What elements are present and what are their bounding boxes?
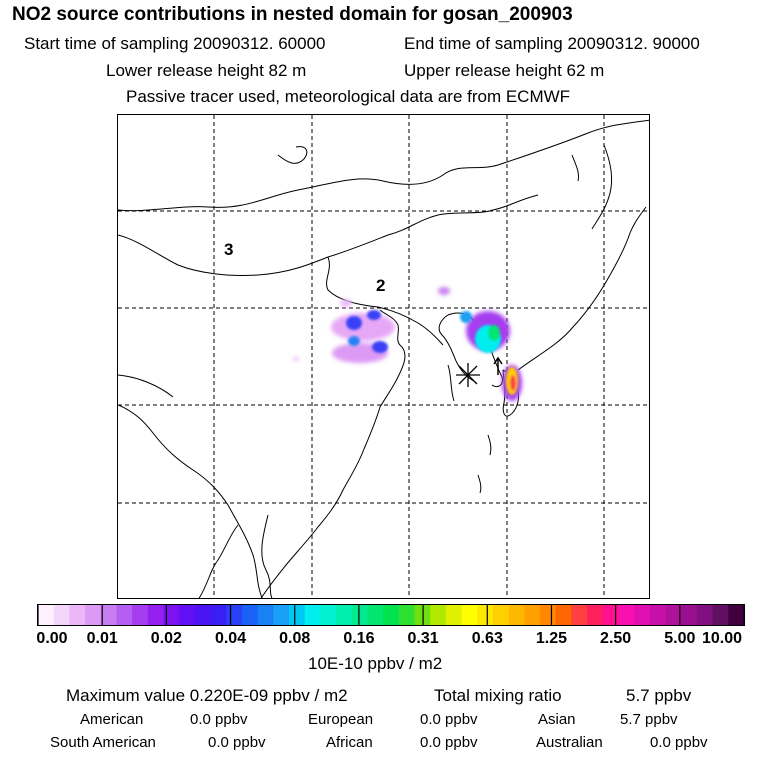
colorbar-swatch [367, 605, 384, 625]
australian-label: Australian [536, 734, 603, 751]
colorbar-swatch [85, 605, 102, 625]
colorbar-swatch [461, 605, 478, 625]
colorbar-swatch [351, 605, 368, 625]
colorbar-swatch [116, 605, 133, 625]
colorbar-tick-label: 0.04 [214, 630, 247, 647]
end-time: End time of sampling 20090312. 90000 [404, 34, 700, 53]
colorbar-swatch [398, 605, 416, 625]
colorbar-swatch [634, 605, 651, 625]
colorbar-swatch [696, 605, 714, 625]
wind-arrow-icon [493, 356, 503, 375]
european-label: European [308, 711, 374, 728]
colorbar-swatch [241, 605, 259, 625]
colorbar-swatch [508, 605, 525, 625]
colorbar-swatch [132, 605, 149, 625]
colorbar-swatch [681, 605, 698, 625]
colorbar-swatch [383, 605, 400, 625]
colorbar-swatch [665, 605, 682, 625]
colorbar-tick-label: 0.08 [279, 630, 311, 647]
max-value: Maximum value 0.220E-09 ppbv / m2 [66, 686, 348, 705]
colorbar-tick-label: 0.63 [471, 630, 503, 647]
colorbar-swatch [618, 605, 635, 625]
colorbar-swatch [273, 605, 290, 625]
colorbar-swatch [163, 605, 180, 625]
colorbar-swatch [555, 605, 572, 625]
concentration-field [293, 287, 522, 401]
colorbar-tick-label: 0.16 [343, 630, 375, 647]
upper-release-height: Upper release height 62 m [404, 61, 605, 80]
figure-title: NO2 source contributions in nested domai… [12, 4, 573, 25]
australian-value: 0.0 ppbv [650, 734, 708, 751]
total-mixing-label: Total mixing ratio [434, 686, 562, 705]
colorbar-swatch [210, 605, 227, 625]
colorbar-swatch [226, 605, 243, 625]
colorbar-tick-label: 0.01 [86, 630, 118, 647]
south-american-value: 0.0 ppbv [208, 734, 266, 751]
colorbar-swatch [194, 605, 212, 625]
colorbar-swatch [257, 605, 274, 625]
colorbar-swatch [289, 605, 306, 625]
european-value: 0.0 ppbv [420, 711, 478, 728]
colorbar-swatch [571, 605, 588, 625]
colorbar-swatch [540, 605, 557, 625]
american-value: 0.0 ppbv [190, 711, 248, 728]
colorbar-swatch [524, 605, 541, 625]
coastlines [118, 119, 649, 598]
colorbar-swatch [492, 605, 510, 625]
asian-value: 5.7 ppbv [620, 711, 678, 728]
colorbar-tick-label: 0.31 [407, 630, 439, 647]
colorbar-tick-label: 0.02 [150, 630, 182, 647]
colorbar [37, 604, 745, 626]
colorbar-tick-label: 1.25 [535, 630, 568, 647]
colorbar-tick-label: 0.00 [36, 630, 68, 647]
colorbar-border [37, 604, 745, 626]
asterisk-marker [456, 363, 480, 387]
map-panel: 3 2 [117, 114, 650, 599]
colorbar-swatch [477, 605, 494, 625]
colorbar-swatch [712, 605, 729, 625]
colorbar-tick-label: 2.50 [600, 630, 632, 647]
graticule [118, 115, 649, 598]
african-value: 0.0 ppbv [420, 734, 478, 751]
lower-release-height: Lower release height 82 m [106, 61, 307, 80]
tracer-note: Passive tracer used, meteorological data… [126, 87, 571, 106]
south-american-label: South American [50, 734, 156, 751]
colorbar-swatch [587, 605, 604, 625]
colorbar-tick-label: 10.00 [701, 630, 743, 647]
colorbar-unit: 10E-10 ppbv / m2 [308, 654, 443, 673]
colorbar-swatch [147, 605, 165, 625]
start-time: Start time of sampling 20090312. 60000 [24, 34, 326, 53]
colorbar-swatch [445, 605, 463, 625]
colorbar-swatch [320, 605, 337, 625]
colorbar-swatch [179, 605, 196, 625]
african-label: African [326, 734, 373, 751]
colorbar-swatch [53, 605, 70, 625]
colorbar-swatch [602, 605, 619, 625]
colorbar-swatch [728, 605, 745, 625]
colorbar-swatch [69, 605, 86, 625]
map-svg: 3 2 [118, 115, 649, 598]
colorbar-swatch [100, 605, 117, 625]
colorbar-swatch [38, 605, 55, 625]
region-label-3: 3 [224, 240, 233, 259]
colorbar-swatch [649, 605, 667, 625]
asian-label: Asian [538, 711, 576, 728]
american-label: American [80, 711, 144, 728]
colorbar-swatch [336, 605, 353, 625]
colorbar-swatch [304, 605, 321, 625]
colorbar-tick-label: 5.00 [664, 630, 696, 647]
colorbar-swatch [430, 605, 447, 625]
total-mixing-value: 5.7 ppbv [626, 686, 692, 705]
region-label-2: 2 [376, 276, 385, 295]
